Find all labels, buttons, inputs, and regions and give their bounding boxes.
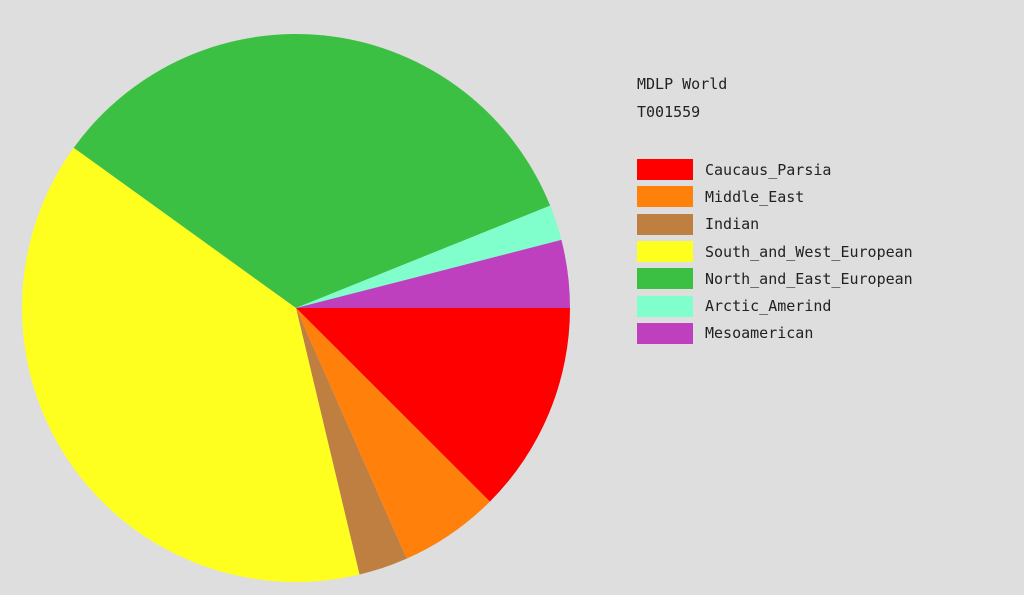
legend-label: North_and_East_European — [705, 269, 913, 288]
pie-slice-south-and-west-european — [21, 147, 360, 582]
chart-subtitle: T001559 — [637, 103, 701, 121]
chart-title: MDLP World — [637, 75, 728, 93]
legend-swatch — [637, 186, 693, 208]
legend-swatch — [637, 295, 693, 317]
pie-slice-indian — [296, 308, 407, 575]
legend-label: Indian — [705, 215, 760, 234]
legend-swatch — [637, 241, 693, 263]
legend-item: Middle_East — [637, 183, 913, 210]
legend: Caucaus_Parsia Middle_East Indian South_and… — [637, 156, 913, 347]
legend-label: Arctic_Amerind — [705, 297, 832, 316]
legend-label: Middle_East — [705, 187, 805, 206]
legend-item: Indian — [637, 211, 913, 238]
legend-swatch — [637, 213, 693, 235]
legend-label: Caucaus_Parsia — [705, 160, 832, 179]
pie-slice-mesoamerican — [296, 239, 570, 308]
legend-item: North_and_East_European — [637, 265, 913, 292]
legend-label: Mesoamerican — [705, 324, 814, 343]
pie-slice-caucaus-parsia — [296, 308, 570, 502]
legend-item: Caucaus_Parsia — [637, 156, 913, 183]
legend-item: Arctic_Amerind — [637, 292, 913, 319]
pie-slice-arctic-amerind — [296, 205, 562, 308]
legend-item: South_and_West_European — [637, 238, 913, 265]
legend-swatch — [637, 322, 693, 344]
pie-slice-middle-east — [296, 308, 490, 559]
legend-label: South_and_West_European — [705, 242, 913, 261]
legend-swatch — [637, 268, 693, 290]
pie-chart — [21, 34, 570, 582]
legend-swatch — [637, 159, 693, 181]
pie-slice-north-and-east-european — [73, 34, 551, 308]
legend-item: Mesoamerican — [637, 320, 913, 347]
